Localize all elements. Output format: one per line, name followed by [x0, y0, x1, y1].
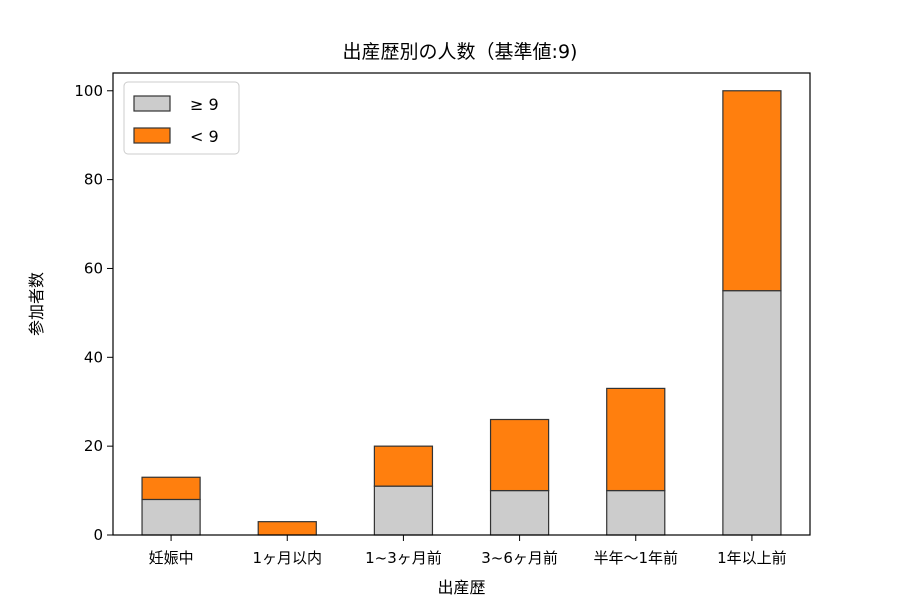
bar-segment-ge9-3 [489, 489, 550, 536]
bar-segment-ge9-5 [722, 290, 782, 536]
bar-segment-lt9-4 [606, 387, 666, 492]
bar-segment-lt9-3 [489, 418, 550, 492]
y-tick-label: 60 [84, 259, 103, 277]
x-tick-label: 3~6ヶ月前 [481, 549, 558, 567]
y-axis-label: 参加者数 [27, 272, 46, 336]
x-axis-label: 出産歴 [437, 578, 485, 597]
bar-segment-ge9-4 [606, 489, 666, 536]
plot-frame [112, 72, 811, 536]
y-tick-label: 20 [84, 437, 103, 455]
chart-title: 出産歴別の人数（基準値:9) [343, 41, 578, 63]
bar-segment-lt9-5 [722, 90, 782, 292]
bars-group [141, 90, 782, 536]
y-tick-label: 40 [84, 348, 103, 366]
legend-label-lt9: < 9 [190, 127, 219, 146]
x-tick-label: 1ヶ月以内 [252, 549, 322, 567]
bar-segment-lt9-0 [141, 476, 201, 501]
x-tick-label: 1~3ヶ月前 [365, 549, 442, 567]
x-axis: 妊娠中 1ヶ月以内 1~3ヶ月前 3~6ヶ月前 半年〜1年前 1年以上前 [149, 535, 787, 567]
bar-segment-ge9-2 [373, 485, 434, 536]
legend-label-ge9: ≥ 9 [190, 95, 219, 114]
legend: ≥ 9 < 9 [123, 81, 240, 155]
x-tick-label: 妊娠中 [149, 549, 194, 567]
bar-segment-ge9-0 [141, 498, 201, 536]
legend-swatch-ge9 [133, 95, 171, 112]
bar-segment-lt9-2 [373, 445, 434, 487]
bar-segment-lt9-1 [257, 521, 317, 536]
y-tick-label: 80 [84, 171, 103, 189]
x-tick-label: 1年以上前 [717, 549, 787, 567]
legend-swatch-lt9 [133, 127, 171, 144]
y-tick-label: 0 [93, 526, 103, 544]
y-axis: 0 20 40 60 80 100 [74, 82, 113, 544]
y-tick-label: 100 [74, 82, 103, 100]
x-tick-label: 半年〜1年前 [593, 549, 678, 567]
